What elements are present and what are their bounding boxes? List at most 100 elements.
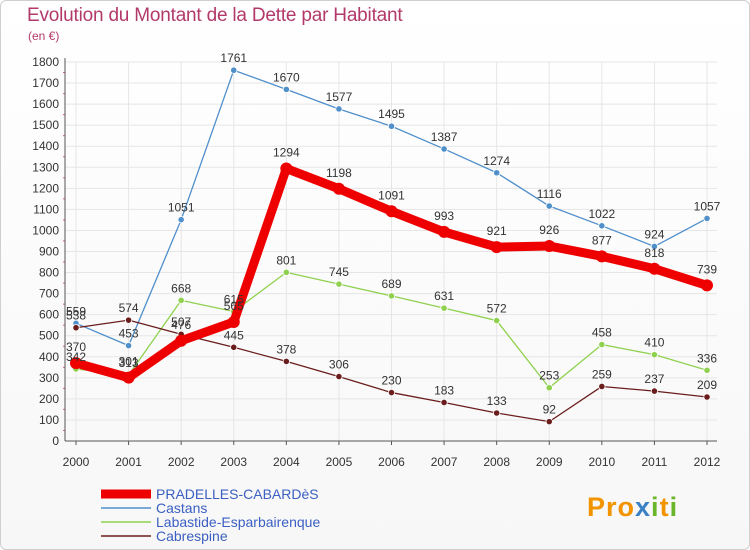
- data-label: 237: [644, 372, 664, 386]
- data-label: 739: [697, 262, 717, 276]
- y-tick-label: 1400: [32, 139, 59, 153]
- data-point: [701, 279, 713, 292]
- data-label: 378: [276, 342, 296, 356]
- chart-subtitle: (en €): [28, 29, 60, 43]
- data-label: 253: [539, 369, 559, 383]
- y-tick-label: 1300: [32, 160, 59, 174]
- data-label: 689: [381, 277, 401, 291]
- data-point: [650, 387, 659, 395]
- data-point: [440, 304, 448, 312]
- legend-entry: Cabrespine: [156, 528, 228, 544]
- data-label: 301: [119, 355, 139, 369]
- y-tick-label: 100: [39, 413, 59, 427]
- data-label: 745: [329, 265, 349, 279]
- x-tick-label: 2007: [431, 455, 458, 469]
- data-label: 259: [592, 367, 612, 381]
- x-tick-label: 2001: [115, 455, 142, 469]
- data-label: 565: [224, 299, 244, 313]
- data-label: 801: [276, 253, 296, 267]
- data-point: [598, 222, 606, 230]
- data-label: 336: [697, 351, 717, 365]
- data-point: [493, 169, 501, 177]
- data-label: 1057: [694, 199, 721, 213]
- data-label: 615: [224, 293, 244, 307]
- data-label: 1116: [537, 187, 562, 201]
- data-label: 1387: [431, 130, 458, 144]
- data-label: 313: [119, 356, 139, 370]
- data-point: [282, 268, 290, 276]
- y-tick-label: 400: [39, 350, 59, 364]
- x-tick-label: 2006: [378, 455, 405, 469]
- data-label: 133: [487, 394, 507, 408]
- data-label: 631: [434, 289, 454, 303]
- data-point: [387, 122, 396, 130]
- y-tick-label: 900: [39, 245, 59, 259]
- data-label: 921: [487, 224, 507, 238]
- data-label: 1577: [326, 90, 353, 104]
- y-tick-label: 0: [52, 434, 59, 448]
- data-label: 209: [697, 378, 717, 392]
- data-label: 538: [66, 309, 86, 323]
- data-label: 993: [434, 209, 454, 223]
- data-point: [70, 357, 82, 370]
- data-point: [595, 250, 608, 263]
- legend-entry: Labastide-Esparbairenque: [156, 514, 320, 530]
- data-point: [490, 241, 503, 254]
- data-point: [598, 382, 606, 391]
- y-tick-label: 600: [39, 308, 59, 322]
- data-point: [175, 334, 188, 347]
- y-tick-label: 700: [39, 287, 59, 301]
- data-point: [280, 162, 293, 175]
- data-label: 924: [644, 227, 664, 241]
- data-label: 1022: [588, 207, 615, 221]
- y-tick-label: 1000: [32, 223, 59, 237]
- data-point: [650, 351, 659, 359]
- y-tick-label: 200: [39, 392, 59, 406]
- x-tick-label: 2005: [326, 455, 353, 469]
- data-point: [440, 145, 448, 153]
- y-tick-label: 1100: [33, 202, 59, 216]
- data-label: 476: [171, 318, 191, 332]
- y-tick-label: 1200: [32, 181, 59, 195]
- data-label: 926: [539, 223, 559, 237]
- data-label: 92: [543, 403, 557, 417]
- data-point: [72, 324, 80, 332]
- x-tick-label: 2000: [63, 455, 90, 469]
- data-point: [703, 393, 711, 401]
- data-label: 1495: [378, 107, 405, 121]
- grid-layer: [65, 61, 717, 442]
- data-point: [387, 388, 396, 397]
- data-point: [122, 371, 135, 384]
- y-tick-label: 1800: [32, 55, 59, 69]
- data-point: [648, 262, 661, 275]
- data-label-layer: 559 453 1051 1761 1670 1577 1495 1387 1274 1116 10…: [66, 51, 721, 416]
- x-tick-label: 2002: [168, 455, 195, 469]
- data-label: 1294: [273, 146, 300, 160]
- data-point: [493, 316, 501, 325]
- y-tick-label: 800: [39, 266, 59, 280]
- y-tick-label: 300: [39, 371, 59, 385]
- y-tick-label: 500: [39, 329, 59, 343]
- data-point: [440, 398, 448, 407]
- data-point: [335, 372, 343, 381]
- x-tick-label: 2004: [273, 455, 300, 469]
- y-tick-label: 1500: [32, 118, 59, 132]
- data-label: 1274: [483, 154, 510, 168]
- data-label: 370: [66, 340, 86, 354]
- data-label: 1761: [220, 51, 247, 65]
- data-label: 342: [66, 350, 86, 364]
- series-layer: [70, 66, 713, 426]
- data-label: 1091: [378, 188, 405, 202]
- data-label: 458: [592, 326, 612, 340]
- data-point: [385, 205, 398, 218]
- data-label: 453: [119, 327, 139, 341]
- data-point: [177, 296, 185, 304]
- axis-layer: 0 100 200 300 400 500 600 700 800 900 1000 1100 1200…: [32, 55, 720, 469]
- data-label: 818: [644, 246, 664, 260]
- data-point: [543, 240, 556, 253]
- data-point: [282, 85, 290, 93]
- legend-entry: Castans: [156, 500, 207, 516]
- data-point: [124, 316, 133, 324]
